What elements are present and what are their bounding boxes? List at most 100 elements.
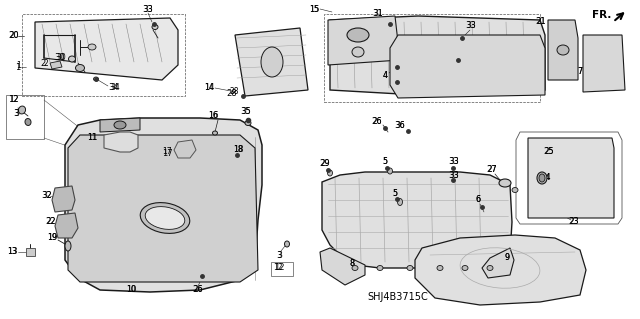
Text: 5: 5 — [383, 158, 387, 167]
Text: 35: 35 — [241, 108, 252, 116]
Text: 4: 4 — [382, 70, 388, 79]
Text: 23: 23 — [569, 217, 579, 226]
Text: 32: 32 — [42, 191, 52, 201]
Text: SHJ4B3715C: SHJ4B3715C — [367, 292, 428, 302]
Text: 26: 26 — [372, 117, 382, 127]
Text: 19: 19 — [47, 234, 57, 242]
Text: 20: 20 — [9, 32, 19, 41]
Text: FR.: FR. — [592, 10, 612, 20]
Text: 28: 28 — [227, 88, 237, 98]
Polygon shape — [528, 138, 614, 218]
Text: 13: 13 — [6, 248, 17, 256]
Text: 27: 27 — [487, 166, 497, 174]
Text: 3: 3 — [13, 108, 19, 117]
Text: 11: 11 — [87, 132, 97, 142]
Text: 5: 5 — [382, 158, 388, 167]
Ellipse shape — [212, 131, 218, 135]
Bar — [271, 262, 293, 276]
Text: 26: 26 — [193, 286, 203, 294]
Polygon shape — [68, 135, 258, 282]
Text: 33: 33 — [143, 4, 153, 13]
Polygon shape — [482, 248, 514, 278]
Ellipse shape — [397, 198, 403, 205]
Polygon shape — [328, 16, 400, 65]
Ellipse shape — [539, 174, 545, 182]
Text: 12: 12 — [273, 263, 283, 272]
Ellipse shape — [352, 265, 358, 271]
Text: 19: 19 — [47, 234, 57, 242]
Text: 24: 24 — [541, 174, 551, 182]
Text: 12: 12 — [8, 94, 19, 103]
Text: 21: 21 — [536, 18, 547, 26]
Text: 35: 35 — [241, 108, 251, 116]
Text: 33: 33 — [466, 21, 476, 31]
Text: 24: 24 — [541, 174, 551, 182]
Ellipse shape — [377, 265, 383, 271]
Ellipse shape — [328, 170, 333, 176]
Ellipse shape — [499, 179, 511, 187]
Text: 34: 34 — [109, 84, 119, 93]
Text: 17: 17 — [162, 149, 172, 158]
Ellipse shape — [557, 45, 569, 55]
Bar — [324, 14, 540, 102]
Text: 33: 33 — [449, 158, 459, 167]
Ellipse shape — [537, 172, 547, 184]
Text: 1: 1 — [17, 62, 21, 70]
Text: 33: 33 — [449, 170, 459, 180]
Text: 23: 23 — [569, 217, 579, 226]
Text: 13: 13 — [7, 248, 17, 256]
Text: 29: 29 — [320, 159, 330, 167]
Text: 18: 18 — [233, 145, 243, 153]
Polygon shape — [583, 35, 625, 92]
Text: 7: 7 — [577, 68, 582, 77]
Ellipse shape — [140, 203, 189, 234]
Text: 8: 8 — [349, 259, 355, 269]
Ellipse shape — [145, 207, 185, 229]
Text: 25: 25 — [544, 147, 554, 157]
Polygon shape — [100, 118, 140, 132]
Ellipse shape — [512, 188, 518, 192]
Polygon shape — [322, 172, 512, 268]
Text: 7: 7 — [577, 68, 582, 77]
Polygon shape — [55, 213, 78, 238]
Text: 14: 14 — [204, 84, 214, 93]
Text: 29: 29 — [320, 159, 330, 167]
Text: 9: 9 — [504, 254, 509, 263]
Text: 25: 25 — [544, 147, 554, 157]
Text: 26: 26 — [372, 117, 382, 127]
Ellipse shape — [285, 241, 289, 247]
Ellipse shape — [437, 265, 443, 271]
Text: 34: 34 — [110, 84, 120, 93]
Ellipse shape — [245, 121, 251, 125]
Text: 15: 15 — [308, 4, 319, 13]
Ellipse shape — [68, 56, 76, 62]
Text: 22: 22 — [46, 218, 56, 226]
Ellipse shape — [25, 119, 31, 125]
Text: 28: 28 — [229, 86, 239, 95]
Text: 33: 33 — [466, 21, 476, 31]
Polygon shape — [320, 248, 365, 285]
Text: 30: 30 — [54, 53, 65, 62]
Polygon shape — [104, 132, 138, 152]
Ellipse shape — [76, 64, 84, 71]
Text: 18: 18 — [233, 145, 243, 153]
Ellipse shape — [88, 44, 96, 50]
Text: 33: 33 — [454, 50, 465, 60]
Bar — [6, 95, 44, 139]
Ellipse shape — [65, 241, 71, 251]
Polygon shape — [26, 248, 35, 256]
Polygon shape — [50, 61, 62, 69]
Ellipse shape — [347, 28, 369, 42]
Text: 2: 2 — [40, 60, 45, 69]
Polygon shape — [235, 28, 308, 96]
Text: 16: 16 — [208, 112, 218, 121]
Text: 2: 2 — [44, 60, 49, 69]
Text: 33: 33 — [449, 158, 460, 167]
Text: 1: 1 — [15, 63, 20, 71]
Polygon shape — [548, 20, 578, 80]
Ellipse shape — [407, 265, 413, 271]
Text: 33: 33 — [143, 4, 154, 13]
Text: 14: 14 — [204, 84, 214, 93]
Ellipse shape — [462, 265, 468, 271]
Text: 12: 12 — [274, 263, 284, 272]
